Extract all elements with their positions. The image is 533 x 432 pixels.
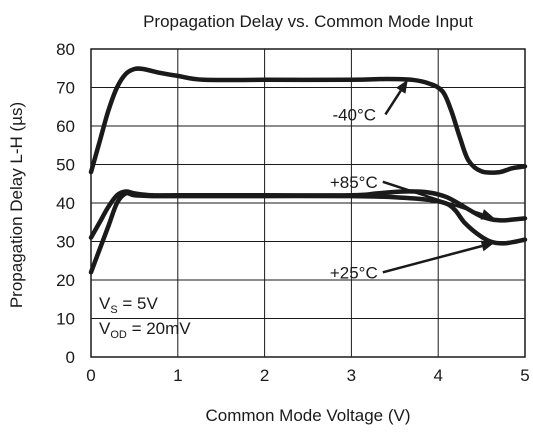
annotations: -40°C +85°C +25°C: [330, 79, 495, 282]
annotation-label: -40°C: [332, 105, 376, 124]
y-tick-label: 60: [56, 117, 75, 136]
annotation-label: +25°C: [330, 263, 378, 282]
y-tick-label: 0: [66, 348, 75, 367]
series-line-1: [88, 66, 528, 175]
annotation-label: +85°C: [330, 173, 378, 192]
annotation-arrow-2-shaft: [382, 180, 483, 216]
series-line-3: [88, 190, 528, 275]
y-tick-label: 80: [56, 40, 75, 59]
annotation-arrow-1-head: [396, 79, 408, 94]
x-tick-label: 3: [347, 366, 356, 385]
y-tick-label: 40: [56, 194, 75, 213]
y-tick-label: 10: [56, 310, 75, 329]
x-tick-label: 1: [173, 366, 182, 385]
x-axis-label: Common Mode Voltage (V): [205, 406, 410, 425]
x-tick-label: 2: [260, 366, 269, 385]
annotation-arrow-2-head: [480, 209, 495, 220]
y-axis-label: Propagation Delay L-H (µs): [7, 102, 26, 308]
annotation-arrow-3-head: [480, 240, 495, 252]
y-tick-label: 20: [56, 271, 75, 290]
test-conditions: VS = 5V VOD = 20mV: [99, 294, 191, 341]
x-tick-label: 4: [433, 366, 442, 385]
y-tick-label: 70: [56, 79, 75, 98]
y-tick-label: 30: [56, 233, 75, 252]
annotation-arrow-3-shaft: [382, 244, 483, 274]
condition-text: VS = 5V: [99, 294, 159, 316]
plot-frame: [90, 48, 526, 358]
x-tick-label: 5: [520, 366, 529, 385]
condition-text: VOD = 20mV: [99, 319, 191, 341]
chart-title: Propagation Delay vs. Common Mode Input: [143, 12, 473, 31]
annotation-arrow-1-shaft: [384, 90, 402, 116]
x-tick-label: 0: [86, 366, 95, 385]
y-tick-label: 50: [56, 156, 75, 175]
